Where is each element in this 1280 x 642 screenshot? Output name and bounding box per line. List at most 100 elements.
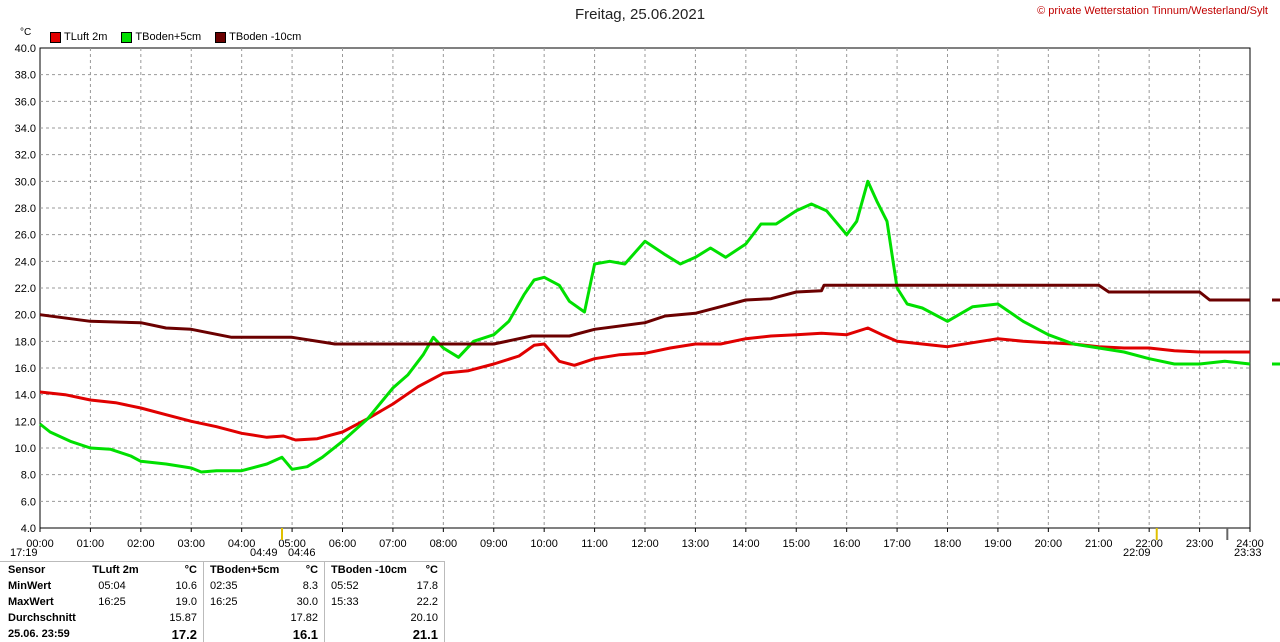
legend-item-tboden10: TBoden -10cm (215, 31, 301, 43)
legend-label-tboden5: TBoden+5cm (135, 31, 202, 43)
y-tick-label: 34.0 (15, 123, 36, 135)
x-tick-label: 23:00 (1186, 538, 1214, 550)
x-tick-label: 08:00 (430, 538, 458, 550)
legend-label-tluft: TLuft 2m (64, 31, 108, 43)
stats-label: 25.06. 23:59 (8, 628, 70, 640)
x-tick-label: 07:00 (379, 538, 407, 550)
stats-value: 15.87 (169, 612, 197, 624)
x-tick-label: 11:00 (581, 538, 608, 550)
x-tick-label: 21:00 (1085, 538, 1113, 550)
time-marker-left: 17:19 (10, 547, 38, 559)
y-tick-label: 24.0 (15, 256, 36, 268)
stats-value: 8.3 (302, 580, 319, 592)
stats-value: 17.2 (171, 626, 197, 642)
stats-time (202, 610, 289, 626)
x-tick-label: 19:00 (984, 538, 1012, 550)
x-tick-label: 06:00 (329, 538, 357, 550)
y-axis-unit: °C (20, 27, 32, 38)
stats-time (92, 610, 159, 626)
y-tick-label: 8.0 (21, 470, 36, 482)
x-tick-label: 00:00 (26, 538, 54, 550)
x-tick-label: 15:00 (782, 538, 810, 550)
chart-title: Freitag, 25.06.2021 (574, 6, 706, 23)
x-tick-label: 02:00 (127, 538, 155, 550)
y-tick-label: 20.0 (15, 310, 36, 322)
y-tick-label: 26.0 (15, 230, 36, 242)
stats-value: 22.2 (416, 596, 438, 608)
stats-time: 05:52 (324, 578, 411, 594)
stats-value: 19.0 (175, 596, 197, 608)
temperature-chart: 4.0 6.0 8.0 10.0 12.0 14.0 16.0 18.0 20.0 22.0 24.… (15, 43, 1280, 550)
x-tick-label: 17:00 (883, 538, 911, 550)
legend-item-tboden5: TBoden+5cm (121, 31, 201, 43)
series-line-0 (39, 326, 1250, 442)
legend-label-tboden10: TBoden -10cm (229, 31, 302, 43)
stats-label: MaxWert (8, 596, 54, 608)
stats-time (324, 610, 411, 626)
x-tick-label: 20:00 (1035, 538, 1063, 550)
stats-value: 30.0 (296, 596, 319, 608)
x-tick-label: 18:00 (934, 538, 962, 550)
x-tick-label: 16:00 (833, 538, 861, 550)
stats-value: 17.8 (416, 580, 438, 592)
stats-time (92, 626, 159, 642)
y-tick-label: 28.0 (15, 203, 36, 215)
stats-time: 05:04 (98, 580, 126, 592)
stats-header-s2: TBoden+5cm (202, 562, 289, 578)
y-tick-label: 32.0 (15, 150, 36, 162)
y-tick-label: 4.0 (21, 523, 36, 535)
x-tick-label: 24:00 (1236, 538, 1264, 550)
x-tick-label: 09:00 (480, 538, 508, 550)
stats-header-u1: °C (184, 564, 197, 576)
stats-value: 20.10 (410, 612, 438, 624)
x-tick-label: 12:00 (631, 538, 659, 550)
stats-header-sensor: Sensor (8, 564, 46, 576)
legend-swatch-tboden5 (121, 31, 133, 43)
stats-time (324, 626, 411, 642)
time-marker-right-b: 23:33 (1234, 547, 1262, 559)
stats-label: MinWert (8, 580, 52, 592)
stats-row-avg: Durchschnitt 15.87 17.82 20.10 (0, 610, 444, 626)
series-line-1 (39, 179, 1251, 474)
x-tick-label: 10:00 (530, 538, 558, 550)
y-tick-label: 36.0 (15, 96, 36, 108)
x-tick-label: 14:00 (732, 538, 760, 550)
y-tick-label: 6.0 (21, 496, 36, 508)
stats-time: 16:25 (98, 596, 126, 608)
y-tick-label: 22.0 (15, 283, 36, 295)
legend-swatch-tboden10 (215, 31, 227, 43)
y-tick-label: 10.0 (15, 443, 36, 455)
y-tick-label: 40.0 (15, 43, 36, 55)
x-tick-label: 04:00 (228, 538, 256, 550)
y-tick-label: 14.0 (15, 390, 36, 402)
stats-header-u3: °C (425, 564, 438, 576)
x-tick-label: 13:00 (682, 538, 710, 550)
stats-header-u2: °C (305, 564, 319, 576)
stats-header-row: Sensor TLuft 2m °C TBoden+5cm °C TBoden … (0, 562, 444, 578)
stats-value: 16.1 (292, 626, 319, 642)
series-line-2 (39, 283, 1250, 346)
stats-time (202, 626, 289, 642)
stats-value: 21.1 (412, 626, 438, 642)
stats-value: 17.82 (290, 612, 319, 624)
statistics-panel: Sensor TLuft 2m °C TBoden+5cm °C TBoden … (0, 561, 445, 642)
stats-time: 16:25 (202, 594, 289, 610)
y-tick-label: 38.0 (15, 70, 36, 82)
time-marker-mid-b: 04:46 (288, 547, 316, 559)
statistics-table: Sensor TLuft 2m °C TBoden+5cm °C TBoden … (0, 562, 444, 642)
y-tick-label: 16.0 (15, 363, 36, 375)
x-tick-label: 05:00 (278, 538, 306, 550)
stats-header-s3: TBoden -10cm (324, 562, 411, 578)
time-marker-mid-a: 04:49 (250, 547, 278, 559)
x-tick-label: 22:00 (1135, 538, 1163, 550)
time-marker-right-a: 22:09 (1123, 547, 1151, 559)
stats-time: 02:35 (202, 578, 289, 594)
stats-label: Durchschnitt (8, 612, 76, 624)
stats-row-max: MaxWert 16:25 19.0 16:25 30.0 15:33 22.2 (0, 594, 444, 610)
x-tick-label: 01:00 (77, 538, 105, 550)
y-tick-label: 18.0 (15, 336, 36, 348)
stats-row-current: 25.06. 23:59 17.2 16.1 21.1 (0, 626, 444, 642)
y-tick-label: 30.0 (15, 176, 36, 188)
stats-value: 10.6 (175, 580, 197, 592)
stats-header-s1: TLuft 2m (92, 564, 139, 576)
